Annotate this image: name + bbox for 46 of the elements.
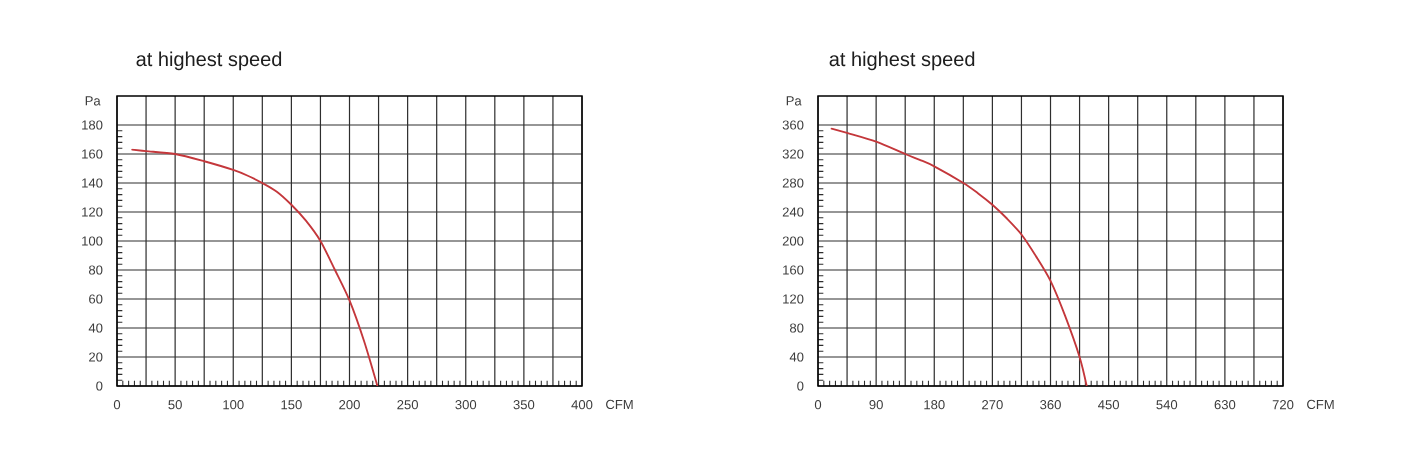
line-series [830, 127, 1088, 386]
y-tick-label: 80 [789, 323, 804, 333]
y-tick-label: 0 [96, 381, 103, 391]
x-tick-label: 250 [397, 400, 419, 410]
x-tick-label: 200 [339, 400, 360, 410]
y-tick-label: 180 [82, 120, 103, 130]
y-tick-label: 20 [89, 352, 103, 362]
x-tick-label: 300 [455, 400, 477, 410]
y-tick-label: 320 [782, 149, 804, 159]
chart-title: at highest speed [829, 51, 975, 71]
x-tick-label: 360 [1040, 400, 1061, 410]
x-tick-label: 100 [223, 400, 244, 410]
y-axis-title: Pa [786, 96, 802, 106]
y-tick-label: 0 [797, 381, 804, 391]
y-tick-label: 80 [88, 265, 103, 275]
x-tick-label: 720 [1272, 400, 1294, 410]
x-tick-label: 50 [168, 400, 182, 410]
x-tick-label: 630 [1214, 400, 1236, 410]
x-tick-label: 0 [814, 400, 822, 410]
y-axis-title: Pa [85, 96, 101, 106]
x-axis-title: CFM [606, 399, 633, 410]
x-tick-label: 180 [924, 400, 945, 410]
y-tick-label: 280 [782, 178, 804, 188]
line-series [131, 148, 379, 386]
x-axis-title: CFM [1307, 399, 1334, 410]
x-tick-label: 450 [1098, 400, 1120, 410]
chart-title: at highest speed [136, 51, 282, 71]
x-tick-label: 90 [869, 400, 883, 410]
x-tick-label: 350 [513, 400, 535, 410]
x-tick-label: 150 [281, 400, 302, 410]
y-tick-label: 360 [782, 120, 804, 130]
y-tick-label: 60 [89, 294, 103, 304]
x-tick-label: 270 [982, 400, 1003, 410]
y-tick-label: 160 [82, 149, 103, 159]
x-tick-label: 540 [1156, 400, 1178, 410]
x-tick-label: 400 [571, 400, 593, 410]
y-tick-label: 40 [789, 352, 804, 362]
y-tick-label: 120 [783, 294, 804, 304]
y-tick-label: 200 [782, 236, 804, 246]
x-tick-label: 0 [113, 400, 121, 410]
y-tick-label: 40 [88, 323, 103, 333]
y-tick-label: 140 [82, 178, 103, 188]
y-tick-label: 160 [783, 265, 804, 275]
y-tick-label: 100 [82, 236, 103, 246]
y-tick-label: 120 [82, 207, 103, 217]
y-tick-label: 240 [782, 207, 804, 217]
